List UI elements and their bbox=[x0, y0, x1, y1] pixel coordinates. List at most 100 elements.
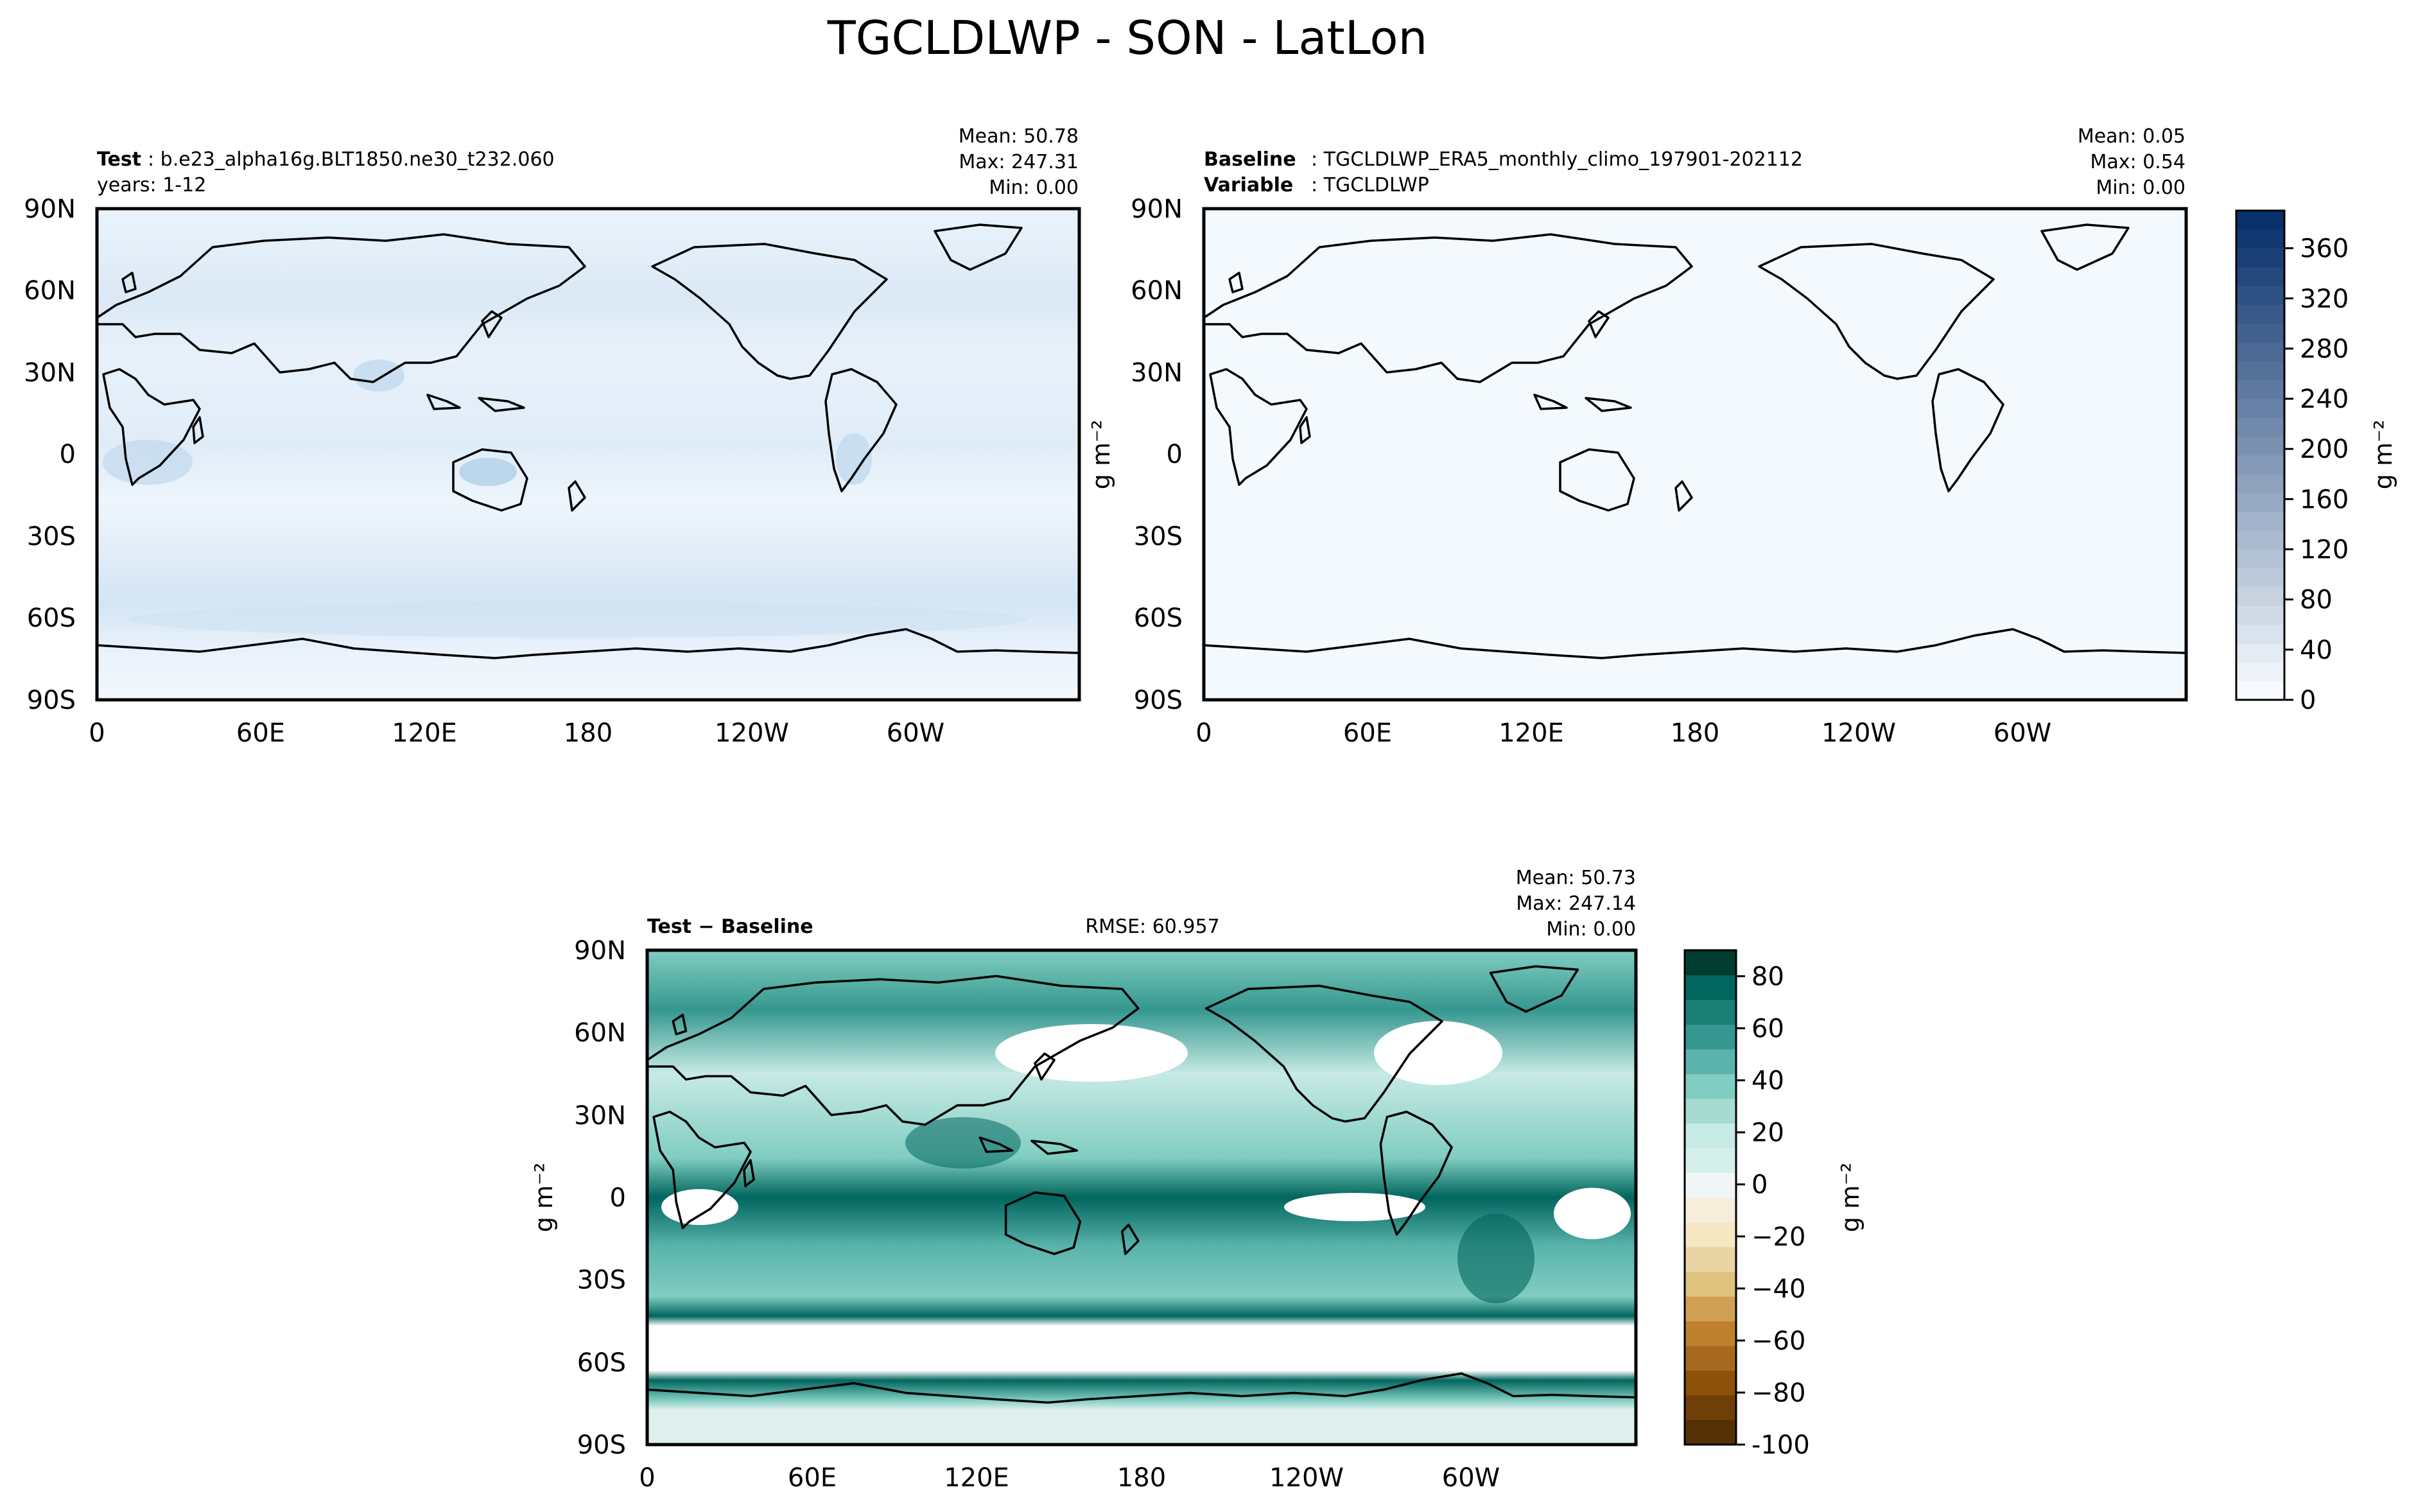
diff-y-ticks: 90S 60S 30S 0 30N 60N 90N bbox=[574, 936, 626, 1460]
baseline-ytick-0: 90S bbox=[1134, 686, 1183, 715]
coastline-4 bbox=[1931, 368, 2004, 492]
colorbar-top-bin bbox=[2236, 417, 2284, 437]
diff-label: Test − Baseline bbox=[647, 916, 813, 938]
coastline-5 bbox=[934, 223, 1023, 271]
coastline-2 bbox=[1559, 448, 1635, 512]
diff-map-field bbox=[647, 950, 1636, 1445]
coastline-1 bbox=[1203, 233, 1693, 383]
diff-ytick-3: 0 bbox=[610, 1183, 626, 1213]
colorbar-top-bin bbox=[2236, 342, 2284, 361]
coastline-7 bbox=[1228, 272, 1244, 293]
test-ytick-5: 60N bbox=[24, 276, 76, 306]
coastline-9 bbox=[192, 416, 204, 444]
coastline-6 bbox=[1203, 628, 2187, 659]
colorbar-diff-bins bbox=[1685, 950, 1736, 1445]
diff-x-ticks: 0 60E 120E 180 120W 60W bbox=[639, 1463, 1500, 1493]
coastline-7 bbox=[121, 272, 137, 293]
diff-mean: Mean: 50.73 bbox=[1516, 867, 1636, 889]
diff-map-frame bbox=[645, 948, 1638, 1447]
baseline-label: Baseline bbox=[1204, 148, 1296, 171]
colorbar-top-bin bbox=[2236, 643, 2284, 663]
baseline-ytick-6: 90N bbox=[1131, 195, 1183, 224]
baseline-map-frame bbox=[1202, 207, 2188, 702]
colorbar-diff-bin bbox=[1685, 1000, 1736, 1025]
test-mean: Mean: 50.78 bbox=[959, 125, 1079, 148]
test-map-features bbox=[103, 360, 1027, 638]
panel-test: Test : b.e23_alpha16g.BLT1850.ne30_t232.… bbox=[24, 125, 1081, 748]
colorbar-diff-bin bbox=[1685, 1370, 1736, 1396]
colorbar-top-bin bbox=[2236, 248, 2284, 268]
baseline-ytick-2: 30S bbox=[1134, 522, 1183, 552]
colorbar-diff-bin bbox=[1685, 1395, 1736, 1420]
baseline-variable: : TGCLDLWP bbox=[1311, 174, 1429, 196]
coastline-8 bbox=[481, 310, 503, 338]
colorbar-diff-bin bbox=[1685, 950, 1736, 975]
colorbar-diff-bin bbox=[1685, 1049, 1736, 1074]
colorbar-top-bin bbox=[2236, 568, 2284, 587]
colorbar-top-bin bbox=[2236, 587, 2284, 606]
colorbar-diff-units: g m⁻² bbox=[1836, 1163, 1864, 1233]
baseline-map-field bbox=[1204, 209, 2186, 700]
baseline-min: Min: 0.00 bbox=[2096, 177, 2186, 199]
colorbar-top-bin bbox=[2236, 266, 2284, 286]
colorbar-diff-bin bbox=[1685, 1148, 1736, 1173]
colorbar-diff-bin bbox=[1685, 1099, 1736, 1124]
colorbar-top-bin bbox=[2236, 229, 2284, 249]
diff-ytick-0: 90S bbox=[577, 1430, 626, 1460]
colorbar-top-bin bbox=[2236, 361, 2284, 381]
test-years: years: 1-12 bbox=[97, 174, 206, 196]
test-max: Max: 247.31 bbox=[959, 151, 1079, 173]
coastline-10 bbox=[568, 480, 586, 512]
colorbar-top-bin bbox=[2236, 436, 2284, 456]
test-min: Min: 0.00 bbox=[989, 177, 1079, 199]
colorbar-top-tick-label: 120 bbox=[2300, 535, 2349, 565]
coastline-11 bbox=[426, 394, 461, 410]
coastline-11 bbox=[1533, 394, 1568, 410]
coastline-2 bbox=[452, 448, 528, 512]
colorbar-top-bin bbox=[2236, 455, 2284, 474]
test-xtick-5: 60W bbox=[887, 718, 944, 748]
colorbar-top-bin bbox=[2236, 492, 2284, 512]
test-units-label: g m⁻² bbox=[1087, 420, 1115, 490]
colorbar-diff-bin bbox=[1685, 1073, 1736, 1099]
baseline-xtick-4: 120W bbox=[1821, 718, 1896, 748]
diff-ytick-2: 30S bbox=[577, 1265, 626, 1295]
test-ytick-6: 90N bbox=[24, 195, 76, 224]
baseline-x-ticks: 0 60E 120E 180 120W 60W bbox=[1195, 718, 2051, 748]
baseline-max: Max: 0.54 bbox=[2090, 151, 2186, 173]
test-ytick-1: 60S bbox=[27, 604, 76, 633]
colorbar-diff-bin bbox=[1685, 975, 1736, 1000]
test-x-ticks: 0 60E 120E 180 120W 60W bbox=[89, 718, 944, 748]
colorbar-top-tick-label: 280 bbox=[2300, 335, 2349, 364]
colorbar-top-bin bbox=[2236, 530, 2284, 550]
colorbar-diff-tick-label: 0 bbox=[1751, 1170, 1768, 1200]
colorbar-top-bin bbox=[2236, 681, 2284, 700]
colorbar-diff-tick-label: 20 bbox=[1751, 1118, 1784, 1148]
colorbar-top-tick-label: 240 bbox=[2300, 385, 2349, 414]
test-ytick-0: 90S bbox=[27, 686, 76, 715]
coastline-0 bbox=[102, 368, 201, 486]
colorbar-top-bin bbox=[2236, 662, 2284, 682]
coastline-1 bbox=[646, 975, 1140, 1126]
colorbar-diff-bin bbox=[1685, 1346, 1736, 1371]
colorbar-top-bin bbox=[2236, 323, 2284, 343]
colorbar-top-frame bbox=[2235, 209, 2286, 701]
colorbar-diff-frame bbox=[1683, 949, 1737, 1446]
coastline-4 bbox=[1379, 1110, 1453, 1236]
colorbar-top-tick-label: 160 bbox=[2300, 485, 2349, 514]
colorbar-diff-tick-label: 60 bbox=[1751, 1014, 1784, 1044]
colorbar-top-bin bbox=[2236, 304, 2284, 324]
colorbar-diff-tick-label: −40 bbox=[1751, 1274, 1805, 1304]
test-xtick-3: 180 bbox=[564, 718, 613, 748]
colorbar-diff-tick-label: -100 bbox=[1751, 1430, 1810, 1460]
colorbar-top-tick-label: 80 bbox=[2300, 586, 2333, 615]
baseline-case: : TGCLDLWP_ERA5_monthly_climo_197901-202… bbox=[1311, 148, 1803, 171]
coastline-6 bbox=[647, 1372, 1636, 1404]
diff-xtick-3: 180 bbox=[1117, 1463, 1166, 1493]
diff-units-label: g m⁻² bbox=[530, 1163, 558, 1233]
diff-xtick-1: 60E bbox=[788, 1463, 837, 1493]
coastline-6 bbox=[96, 628, 1080, 659]
coastline-10 bbox=[1121, 1224, 1140, 1255]
colorbar-diff-bin bbox=[1685, 1420, 1736, 1445]
test-ytick-2: 30S bbox=[27, 522, 76, 552]
